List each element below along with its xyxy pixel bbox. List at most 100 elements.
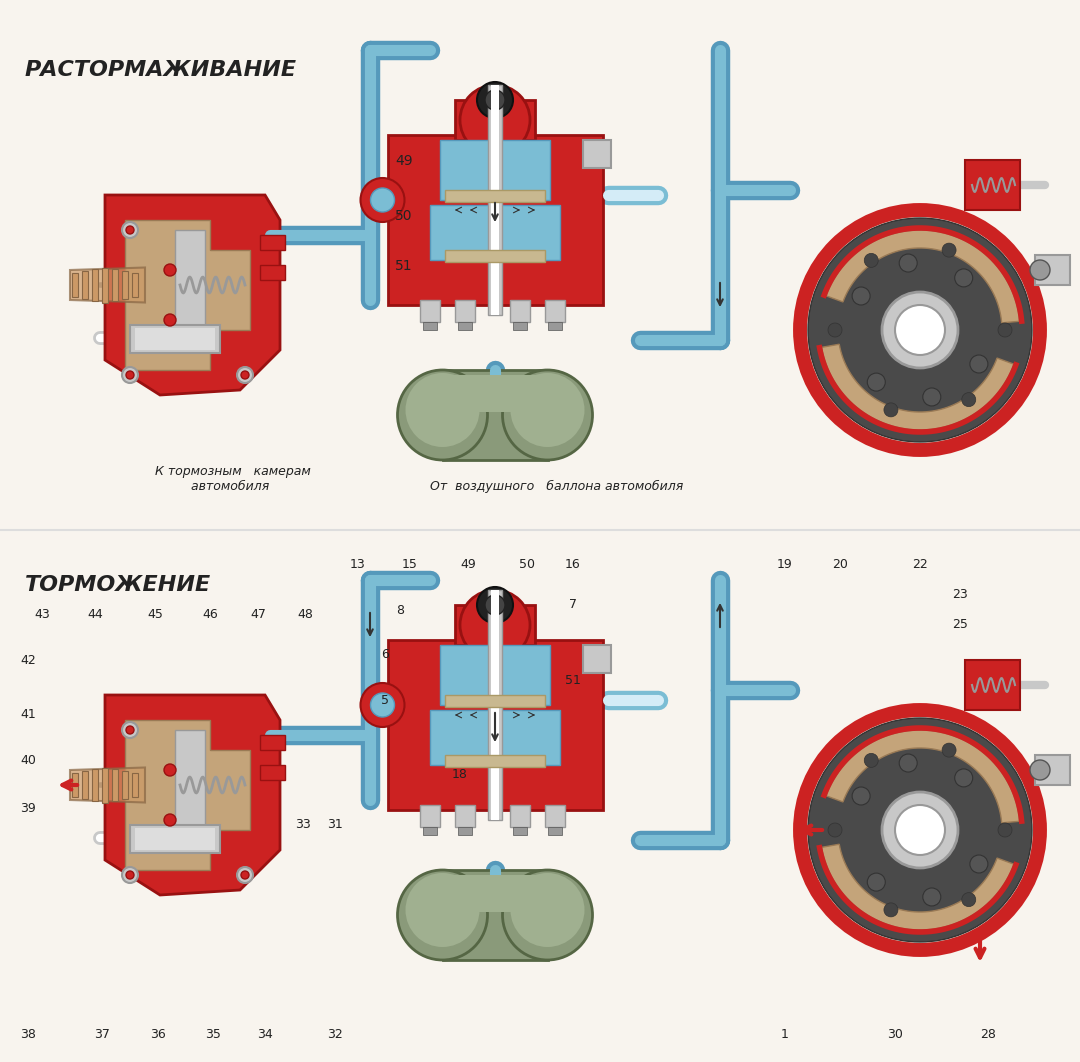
Bar (455, 805, 475, 827)
Text: 51: 51 (565, 673, 581, 686)
Bar (445, 695, 545, 707)
Bar (92, 769, 98, 801)
Bar (82, 771, 87, 799)
Circle shape (883, 402, 897, 417)
Text: 51: 51 (395, 259, 413, 273)
Circle shape (864, 254, 878, 268)
Bar (491, 590, 499, 820)
Bar (132, 773, 138, 798)
Circle shape (126, 871, 134, 879)
Circle shape (808, 218, 1032, 442)
Bar (388, 640, 603, 810)
Bar (1035, 755, 1070, 785)
Text: 35: 35 (205, 1028, 221, 1042)
Circle shape (237, 867, 253, 883)
Text: 46: 46 (202, 609, 218, 621)
Circle shape (361, 178, 405, 222)
Text: 15: 15 (402, 559, 418, 571)
Bar (455, 299, 475, 322)
Text: 23: 23 (953, 588, 968, 601)
Circle shape (511, 373, 584, 447)
Bar (135, 828, 215, 850)
Text: 22: 22 (913, 559, 928, 571)
Bar (92, 270, 98, 301)
Text: РАСТОРМАЖИВАНИЕ: РАСТОРМАЖИВАНИЕ (25, 59, 297, 80)
Circle shape (942, 743, 956, 757)
Bar (130, 325, 220, 353)
Circle shape (895, 305, 945, 355)
Bar (510, 805, 530, 827)
Bar (132, 273, 138, 297)
Circle shape (882, 292, 958, 369)
Bar (102, 768, 108, 803)
Polygon shape (70, 268, 145, 303)
Bar (423, 322, 437, 330)
Polygon shape (175, 730, 205, 850)
Polygon shape (105, 695, 280, 895)
Circle shape (955, 769, 973, 787)
Text: К тормозным   камерам
         автомобиля: К тормозным камерам автомобиля (156, 465, 311, 493)
Circle shape (122, 867, 138, 883)
Circle shape (922, 388, 941, 406)
Circle shape (164, 764, 176, 776)
Circle shape (164, 264, 176, 276)
Circle shape (397, 870, 487, 960)
Circle shape (883, 903, 897, 917)
Bar (488, 85, 502, 315)
Bar (488, 590, 502, 820)
Bar (430, 710, 561, 765)
Text: 38: 38 (21, 1028, 36, 1042)
Bar (112, 270, 118, 301)
Bar (72, 773, 78, 798)
Circle shape (126, 726, 134, 734)
Bar (122, 771, 129, 799)
Circle shape (397, 370, 487, 460)
Bar (72, 273, 78, 297)
Text: 8: 8 (396, 603, 404, 617)
Polygon shape (125, 720, 249, 870)
Polygon shape (70, 768, 145, 803)
Circle shape (900, 754, 917, 772)
Bar (102, 268, 108, 303)
Circle shape (900, 254, 917, 272)
Circle shape (970, 355, 988, 373)
Circle shape (970, 855, 988, 873)
Bar (548, 322, 562, 330)
Circle shape (942, 243, 956, 257)
Bar (1035, 255, 1070, 285)
Polygon shape (822, 344, 1014, 430)
Circle shape (237, 367, 253, 383)
Bar (582, 140, 610, 168)
Circle shape (164, 813, 176, 826)
Circle shape (460, 85, 530, 155)
Bar (260, 765, 285, 780)
Bar (443, 870, 548, 960)
Text: 33: 33 (295, 819, 311, 832)
Bar (260, 266, 285, 280)
Circle shape (477, 587, 513, 623)
Bar (122, 271, 129, 299)
Text: 48: 48 (297, 609, 313, 621)
Polygon shape (826, 730, 1020, 823)
Circle shape (1030, 760, 1050, 780)
Text: 41: 41 (21, 708, 36, 721)
Bar (260, 735, 285, 750)
Text: 5: 5 (381, 693, 389, 706)
Circle shape (511, 873, 584, 947)
Text: 19: 19 (778, 559, 793, 571)
Text: 31: 31 (327, 819, 342, 832)
Bar (455, 605, 535, 645)
Text: 1: 1 (781, 1028, 788, 1042)
Bar (423, 827, 437, 835)
Bar (440, 645, 550, 705)
Circle shape (867, 873, 886, 891)
Bar (430, 205, 561, 260)
Circle shape (864, 753, 878, 768)
Text: 18: 18 (453, 769, 468, 782)
Bar (458, 322, 472, 330)
Text: 36: 36 (150, 1028, 166, 1042)
Text: 16: 16 (565, 559, 581, 571)
Bar (130, 825, 220, 853)
Circle shape (370, 693, 394, 717)
Text: 47: 47 (251, 609, 266, 621)
